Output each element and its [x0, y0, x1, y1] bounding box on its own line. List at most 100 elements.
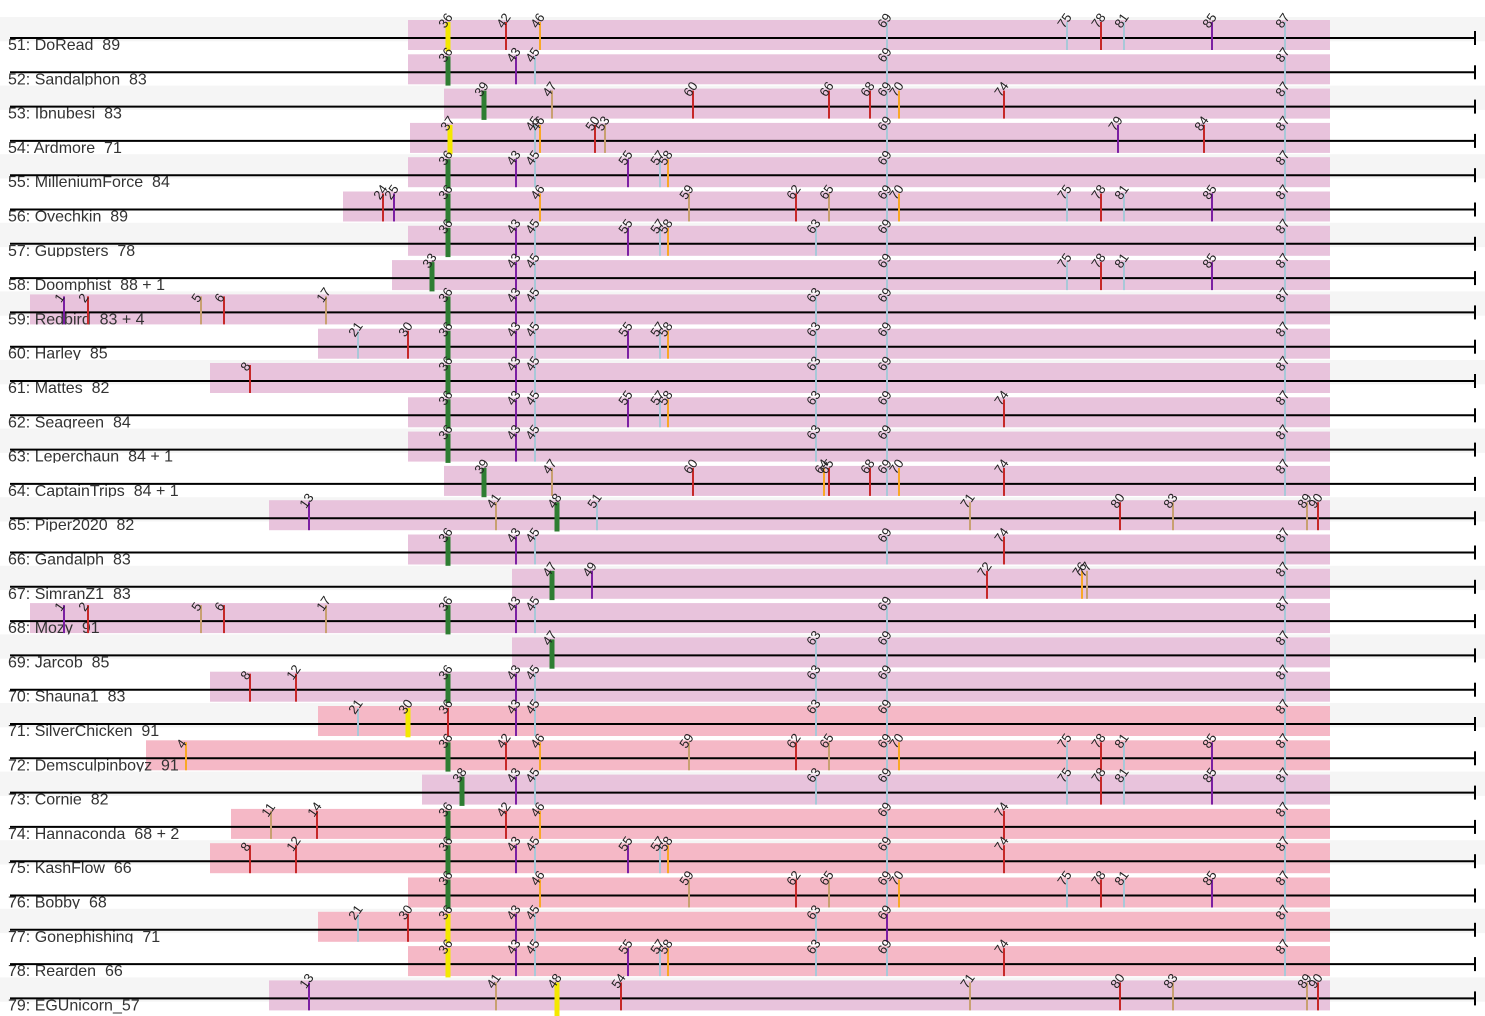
coverage-band	[318, 328, 1330, 359]
position-label: 45	[522, 936, 543, 956]
row-label: 53: Ibnubesi_83	[8, 106, 122, 123]
position-label: 57	[647, 936, 668, 956]
position-label: 66	[816, 79, 837, 99]
position-label: 36	[435, 525, 456, 545]
position-label: 83	[1160, 971, 1181, 991]
row-label: 55: MilleniumForce_84	[8, 174, 170, 191]
position-label: 12	[283, 662, 304, 682]
position-label: 69	[874, 250, 895, 270]
position-label: 25	[381, 182, 402, 202]
position-label: 45	[522, 216, 543, 236]
coverage-band	[422, 774, 1330, 805]
row-label: 79: EGUnicorn_57	[8, 997, 140, 1014]
position-label: 63	[803, 216, 824, 236]
position-label: 65	[816, 731, 837, 751]
position-label: 57	[647, 833, 668, 853]
coverage-band	[30, 294, 1330, 325]
position-label: 85	[1199, 10, 1220, 30]
row-label: 57: Guppsters_78	[8, 243, 135, 260]
position-label: 63	[803, 936, 824, 956]
position-label: 43	[503, 147, 524, 167]
position-label: 78	[1088, 868, 1109, 888]
position-label: 30	[395, 902, 416, 922]
position-label: 78	[1088, 10, 1109, 30]
position-label: 55	[615, 319, 636, 339]
position-label: 63	[803, 319, 824, 339]
coverage-band	[210, 363, 1330, 393]
position-label: 75	[1054, 10, 1075, 30]
position-label: 69	[874, 731, 895, 751]
position-label: 85	[1199, 731, 1220, 751]
position-label: 55	[615, 147, 636, 167]
position-label: 62	[783, 182, 804, 202]
position-label: 36	[435, 388, 456, 408]
position-label: 74	[991, 525, 1012, 545]
row-label: 56: Ovechkin_89	[8, 209, 128, 226]
position-label: 63	[803, 353, 824, 373]
position-label: 45	[522, 45, 543, 65]
position-label: 69	[874, 10, 895, 30]
position-label: 70	[886, 868, 907, 888]
position-label: 69	[874, 45, 895, 65]
position-label: 38	[449, 765, 470, 785]
position-label: 46	[527, 10, 548, 30]
position-label: 71	[957, 490, 978, 510]
position-label: 57	[647, 216, 668, 236]
coverage-band	[408, 225, 1330, 256]
position-label: 55	[615, 936, 636, 956]
position-label: 85	[1199, 868, 1220, 888]
alignment-row: 51: DoRead_89 36 42 46 69 75 78 81 85 87	[0, 10, 1485, 56]
position-label: 69	[874, 353, 895, 373]
position-label: 36	[435, 833, 456, 853]
position-label: 36	[435, 936, 456, 956]
position-label: 69	[874, 319, 895, 339]
row-label: 68: Mozy_91	[8, 620, 100, 637]
position-label: 62	[783, 731, 804, 751]
position-label: 45	[522, 388, 543, 408]
position-label: 81	[1111, 765, 1132, 785]
position-label: 43	[503, 45, 524, 65]
position-label: 87	[1272, 285, 1293, 305]
position-label: 42	[493, 10, 514, 30]
position-label: 87	[1272, 113, 1293, 133]
position-label: 58	[655, 388, 676, 408]
position-label: 41	[483, 971, 504, 991]
position-label: 68	[857, 456, 878, 476]
position-label: 43	[503, 422, 524, 442]
position-label: 69	[874, 696, 895, 716]
position-label: 17	[313, 593, 334, 613]
position-label: 87	[1272, 182, 1293, 202]
position-label: 13	[296, 971, 317, 991]
position-label: 48	[544, 971, 565, 991]
row-label: 64: CaptainTrips_84 + 1	[8, 483, 179, 500]
position-label: 87	[1272, 731, 1293, 751]
position-label: 36	[435, 319, 456, 339]
position-label: 60	[680, 456, 701, 476]
position-label: 69	[874, 628, 895, 648]
row-label: 71: SilverChicken_91	[8, 723, 159, 740]
row-label: 63: Leperchaun_84 + 1	[8, 449, 173, 466]
position-label: 36	[435, 799, 456, 819]
coverage-band	[146, 740, 1330, 771]
position-label: 87	[1272, 799, 1293, 819]
position-label: 47	[539, 79, 560, 99]
position-label: 37	[437, 113, 458, 133]
position-label: 74	[991, 388, 1012, 408]
position-label: 36	[435, 422, 456, 442]
position-label: 45	[522, 285, 543, 305]
position-label: 43	[503, 353, 524, 373]
position-label: 69	[874, 147, 895, 167]
position-label: 36	[435, 868, 456, 888]
position-label: 43	[503, 593, 524, 613]
position-label: 74	[991, 456, 1012, 476]
position-label: 46	[527, 868, 548, 888]
position-label: 36	[435, 216, 456, 236]
row-label: 72: Demsculpinboyz_91	[8, 757, 179, 774]
position-label: 69	[874, 799, 895, 819]
